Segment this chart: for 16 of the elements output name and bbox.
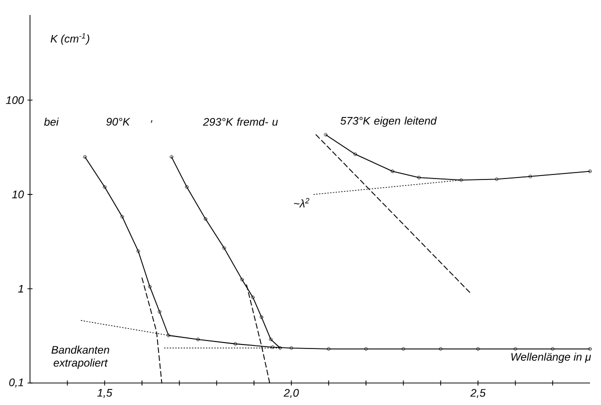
annotation: bei — [44, 118, 59, 126]
y-tick-label: 100 — [6, 96, 24, 104]
x-tick-label: 1,5 — [97, 389, 112, 398]
x-tick-label: 2,0 — [284, 389, 299, 398]
y-tick-label: 1 — [18, 284, 24, 292]
y-tick-label: 0,1 — [9, 378, 24, 388]
y-axis-title: K (cm$^{-1}$) — [50, 33, 90, 45]
x-tick-label: 2,5 — [470, 389, 486, 398]
annotation: , — [150, 120, 152, 124]
annotation: 293°K fremd- u — [202, 118, 278, 126]
x-axis-title: Wellenlänge in μ — [511, 352, 591, 363]
annotation: Bandkanten extrapoliert — [51, 346, 110, 369]
annotation: 90°K — [106, 118, 130, 126]
annotation: ~λ$^{2}$ — [294, 198, 310, 208]
annotation: 573°K eigen leitend — [340, 116, 437, 127]
y-tick-label: 10 — [12, 190, 24, 198]
